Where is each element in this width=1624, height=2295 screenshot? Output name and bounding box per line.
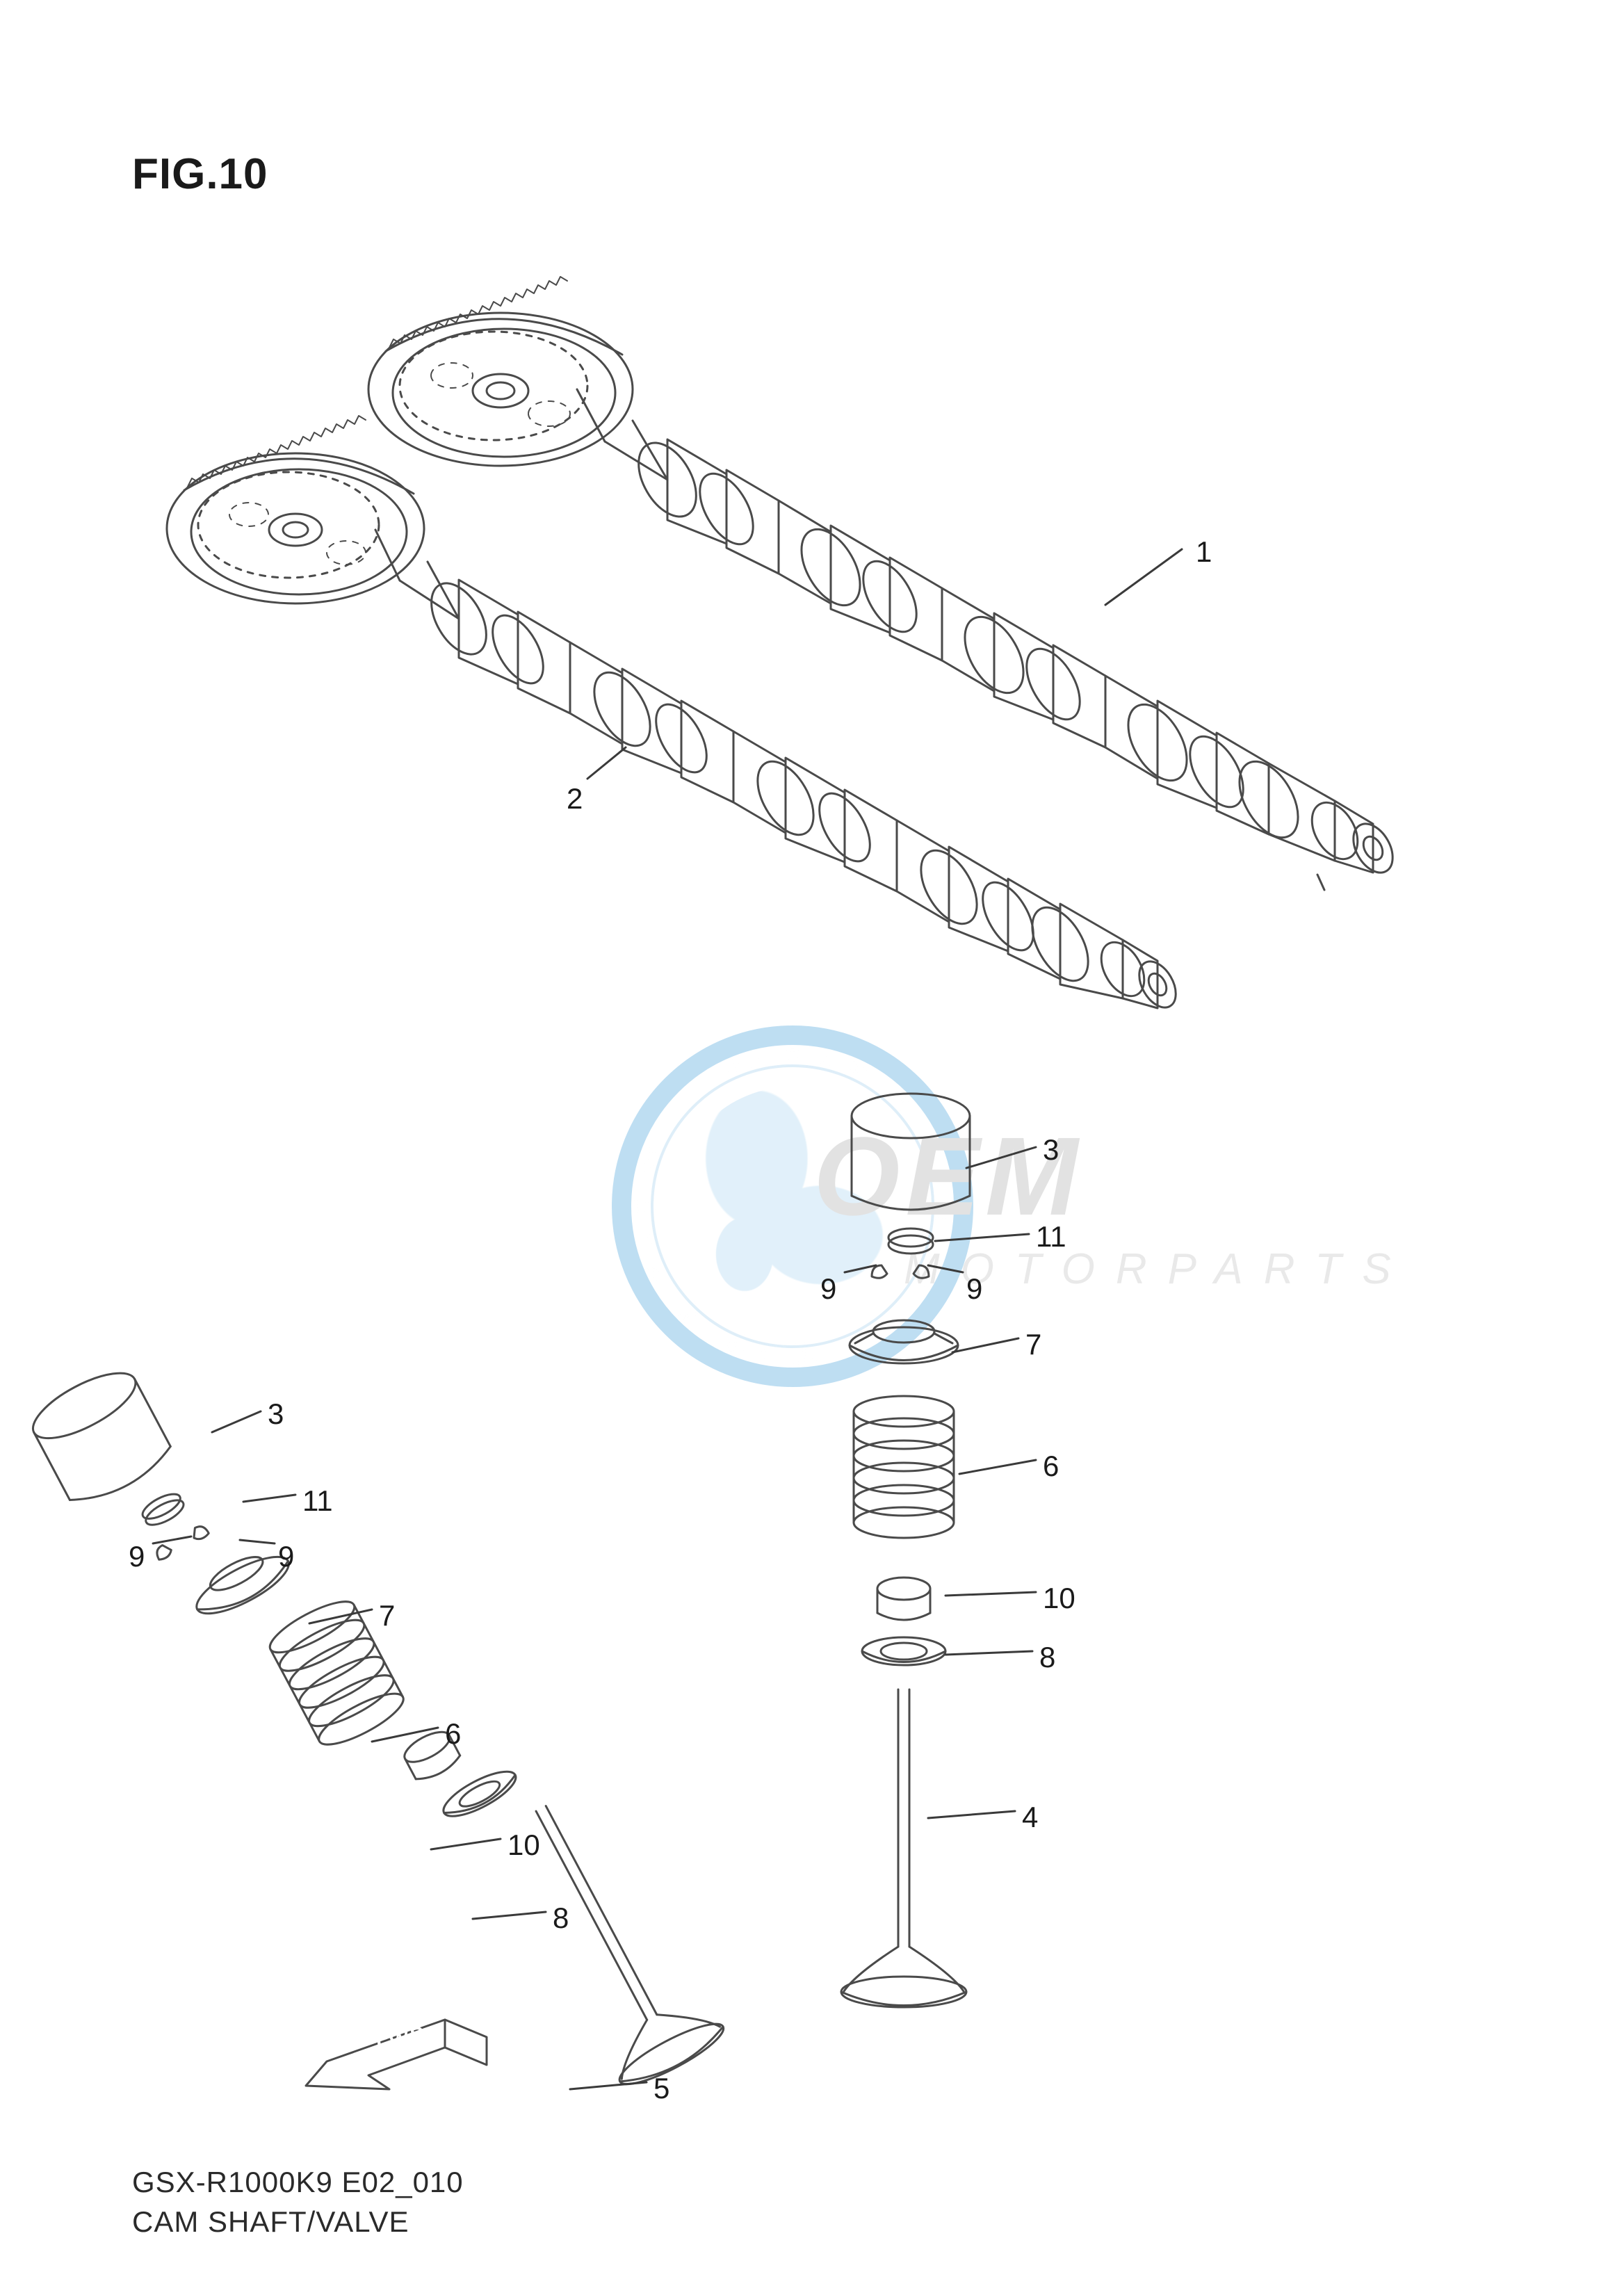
valve-assembly-right	[841, 1094, 970, 2007]
callout-10-r: 10	[1043, 1582, 1075, 1615]
footer-model-code: GSX-R1000K9 E02_010	[132, 2166, 464, 2199]
callout-6-l: 6	[445, 1717, 461, 1751]
callout-9-r-a: 9	[820, 1272, 836, 1306]
leader-lines	[153, 549, 1182, 2089]
callout-3-l: 3	[268, 1397, 284, 1431]
callout-11-r: 11	[1036, 1220, 1066, 1254]
callout-2: 2	[567, 782, 583, 816]
callout-4: 4	[1022, 1801, 1038, 1834]
callout-6-r: 6	[1043, 1450, 1059, 1483]
callout-9-l-a: 9	[129, 1540, 145, 1573]
figure-title: FIG.10	[132, 149, 268, 199]
callout-8-r: 8	[1039, 1641, 1055, 1674]
callout-11-l: 11	[302, 1484, 333, 1518]
camshaft-rear	[368, 277, 1401, 890]
diagram-drawing	[0, 0, 1624, 2295]
callout-9-r-b: 9	[966, 1272, 982, 1306]
camshaft-front	[167, 416, 1183, 1014]
callout-8-l: 8	[553, 1901, 569, 1935]
callout-7-l: 7	[379, 1599, 395, 1632]
callout-3-r: 3	[1043, 1133, 1059, 1167]
callout-1: 1	[1196, 535, 1212, 569]
callout-9-l-b: 9	[278, 1540, 294, 1573]
valve-assembly-left	[24, 1259, 730, 2193]
callout-5: 5	[653, 2072, 669, 2105]
callout-10-l: 10	[508, 1828, 540, 1862]
callout-7-r: 7	[1025, 1328, 1041, 1361]
footer-part-name: CAM SHAFT/VALVE	[132, 2205, 409, 2239]
